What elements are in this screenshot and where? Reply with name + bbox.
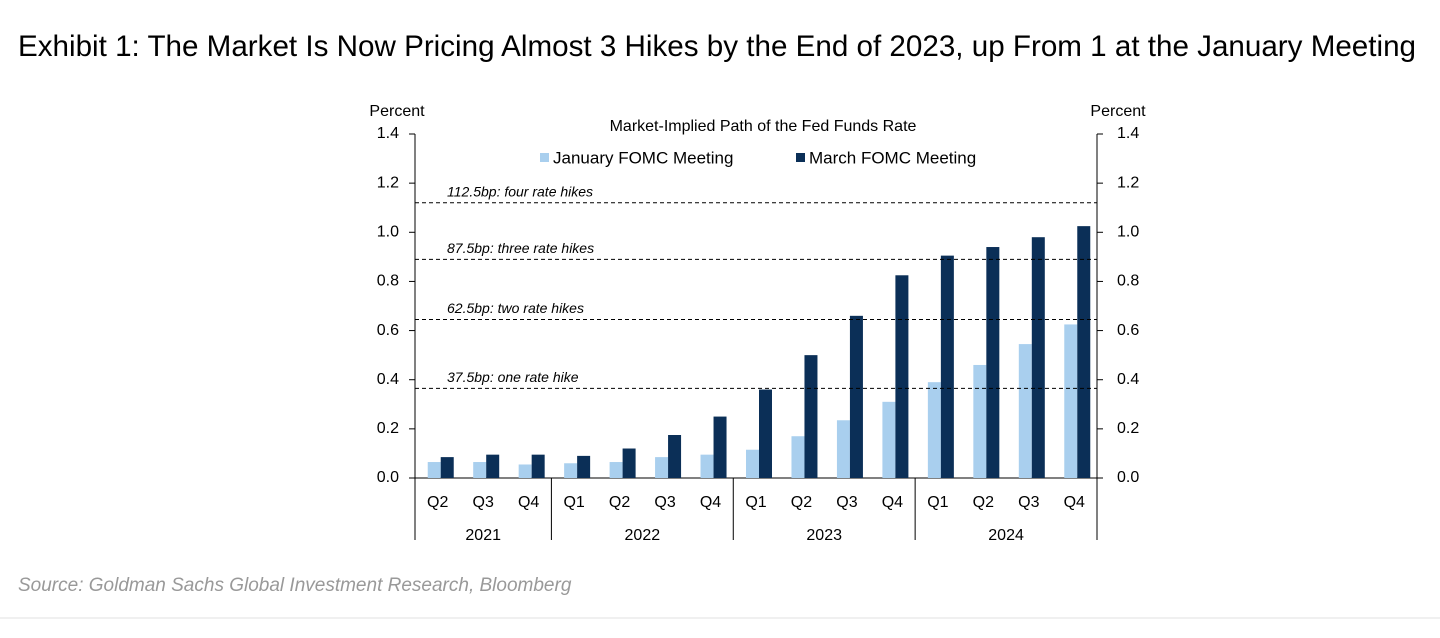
x-tick-label: Q3 (1018, 494, 1039, 511)
group-label: 2021 (465, 527, 501, 544)
bar (1077, 226, 1091, 478)
y2-tick-label: 0.8 (1117, 273, 1139, 290)
y2-tick-label: 0.6 (1117, 322, 1139, 339)
bar (882, 401, 896, 478)
bar (486, 454, 500, 478)
bar (1018, 344, 1032, 478)
x-tick-label: Q3 (836, 494, 857, 511)
y-tick-label: 1.0 (377, 224, 399, 241)
bar (700, 454, 714, 478)
x-tick-label: Q4 (1064, 494, 1085, 511)
y-tick-label: 0.0 (377, 469, 399, 486)
legend-label: January FOMC Meeting (553, 148, 733, 167)
x-tick-label: Q2 (427, 494, 448, 511)
y-tick-label: 1.2 (377, 174, 399, 191)
bar (427, 462, 441, 478)
x-tick-label: Q2 (791, 494, 812, 511)
y-tick-label: 0.8 (377, 273, 399, 290)
x-tick-label: Q1 (745, 494, 766, 511)
bar (895, 275, 909, 478)
bar (713, 416, 727, 478)
bar (473, 462, 487, 478)
x-tick-label: Q4 (882, 494, 903, 511)
y2-tick-label: 0.0 (1117, 469, 1139, 486)
y2-tick-label: 1.4 (1117, 125, 1139, 142)
y2-axis-label: Percent (1090, 103, 1146, 120)
y-tick-label: 1.4 (377, 125, 399, 142)
bar (927, 382, 941, 478)
reference-label: 62.5bp: two rate hikes (447, 300, 584, 316)
bar (564, 463, 578, 478)
group-label: 2022 (625, 527, 661, 544)
bar (849, 315, 863, 478)
y-tick-label: 0.4 (377, 371, 399, 388)
y2-tick-label: 0.4 (1117, 371, 1139, 388)
bar (836, 420, 850, 478)
legend-swatch (540, 153, 549, 162)
bar (986, 247, 1000, 478)
legend-label: March FOMC Meeting (809, 148, 976, 167)
bar (746, 449, 759, 478)
exhibit-title: Exhibit 1: The Market Is Now Pricing Alm… (18, 30, 1416, 63)
bar (973, 364, 987, 478)
bar (1031, 237, 1045, 478)
y-tick-label: 0.6 (377, 322, 399, 339)
bar (791, 436, 805, 478)
x-tick-label: Q1 (563, 494, 584, 511)
y-axis-label: Percent (369, 103, 425, 120)
reference-label: 112.5bp: four rate hikes (447, 184, 593, 200)
group-label: 2023 (806, 527, 842, 544)
bar (1064, 324, 1078, 478)
bar (531, 454, 545, 478)
bar (622, 448, 636, 478)
y-tick-label: 0.2 (377, 420, 399, 437)
source: Source: Goldman Sachs Global Investment … (18, 575, 572, 596)
bar (609, 462, 623, 478)
x-tick-label: Q2 (609, 494, 630, 511)
bar (804, 355, 818, 478)
x-tick-label: Q4 (700, 494, 721, 511)
legend-swatch (796, 153, 805, 162)
bar (668, 435, 682, 478)
bar (940, 255, 954, 478)
y2-tick-label: 1.2 (1117, 174, 1139, 191)
y2-tick-label: 1.0 (1117, 224, 1139, 241)
chart-title: Market-Implied Path of the Fed Funds Rat… (610, 118, 917, 135)
bar (655, 457, 669, 478)
bar (518, 464, 532, 478)
x-tick-label: Q1 (927, 494, 948, 511)
reference-label: 37.5bp: one rate hike (447, 369, 579, 385)
x-tick-label: Q3 (654, 494, 675, 511)
x-tick-label: Q3 (473, 494, 494, 511)
reference-label: 87.5bp: three rate hikes (447, 240, 594, 256)
bar (440, 457, 454, 478)
x-tick-label: Q2 (973, 494, 994, 511)
bar (577, 455, 591, 478)
x-tick-label: Q4 (518, 494, 539, 511)
bar (759, 389, 772, 478)
y2-tick-label: 0.2 (1117, 420, 1139, 437)
group-label: 2024 (988, 527, 1024, 544)
